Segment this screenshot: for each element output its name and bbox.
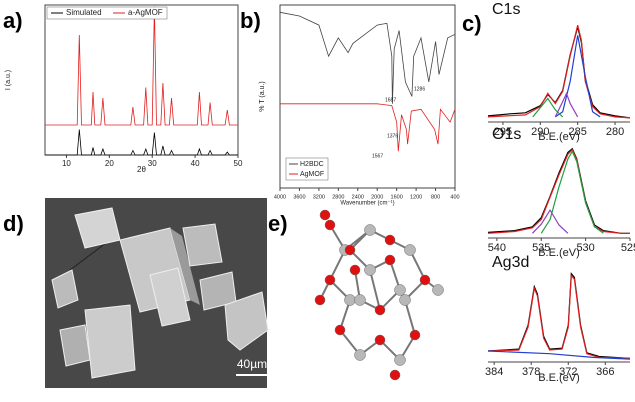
legend-label: a-AgMOF [128,8,163,17]
atom [394,284,406,296]
x-tick-label: 285 [569,126,587,138]
x-tick-label: 30 [148,159,157,168]
atom [394,354,406,366]
x-tick-label: 290 [531,126,549,138]
atom [374,304,386,316]
plot-frame [279,4,456,189]
x-tick-label: 3200 [313,194,325,200]
line-series [531,208,569,234]
atom [354,294,366,306]
atom [374,334,386,346]
panel-label: e) [268,211,288,236]
atom [344,244,356,256]
atom [384,254,396,266]
line-series [279,11,456,104]
x-tick-label: 2800 [332,194,344,200]
legend-label: Simulated [66,8,102,17]
line-series [45,129,238,156]
annotation: 1286 [414,86,425,92]
atom [314,294,326,306]
panel-title: O1s [492,126,521,143]
atom [349,264,361,276]
atoms [314,209,444,381]
sem-image [45,198,269,388]
atom [334,324,346,336]
line-series [487,24,631,119]
line-series [554,91,579,118]
x-tick-label: 366 [596,366,614,378]
x-tick-label: 10 [62,159,71,168]
x-tick-label: 535 [532,242,550,254]
legend-label: H2BDC [300,161,324,168]
x-axis-label: B.E.(eV) [538,131,580,143]
atom [384,234,396,246]
panel-label: b) [240,8,261,33]
x-tick-label: 525 [621,242,635,254]
x-tick-label: 2000 [371,194,383,200]
line-series [487,273,631,359]
atom [344,294,356,306]
plot-frame [488,20,630,122]
atom [389,369,401,381]
line-series [554,35,601,118]
panel-label: c) [462,11,482,36]
x-tick-label: 280 [606,126,624,138]
line-series [487,26,631,119]
x-tick-label: 530 [576,242,594,254]
annotation: 1687 [385,97,396,103]
x-tick-label: 40 [191,159,200,168]
panel-title: C1s [492,1,520,18]
x-tick-label: 1200 [410,194,422,200]
legend-box [46,6,168,20]
x-axis-label: B.E.(eV) [538,372,580,384]
x-tick-label: 3600 [293,194,305,200]
scale-bar-label: 40µm [237,357,267,371]
atom [399,294,411,306]
line-series [487,147,630,234]
y-axis-label: I (a.u.) [5,70,12,90]
x-tick-label: 20 [105,159,114,168]
x-tick-label: 372 [559,366,577,378]
x-tick-label: 295 [494,126,512,138]
y-axis-label: % T (a.u.) [259,81,266,111]
atom [432,284,444,296]
x-tick-label: 800 [431,194,440,200]
line-series [45,6,238,126]
annotation: 1567 [372,153,383,159]
x-axis-label: 2θ [137,165,146,174]
line-series [540,150,604,234]
line-series [487,350,631,360]
x-tick-label: 540 [488,242,506,254]
atom [324,274,336,286]
x-tick-label: 384 [485,366,503,378]
line-series [280,103,456,152]
atom [419,274,431,286]
x-axis-label: B.E.(eV) [538,247,580,259]
atom [324,219,336,231]
x-tick-label: 1600 [391,194,403,200]
panel-label: d) [3,211,24,236]
x-tick-label: 4000 [274,194,286,200]
atom [364,224,376,236]
panel-label: a) [3,8,23,33]
legend-label: AgMOF [300,171,324,178]
x-tick-label: 378 [522,366,540,378]
x-axis-label: Wavenumber (cm⁻¹) [340,201,394,207]
plot-frame [44,4,239,156]
annotation: 1376 [387,133,398,139]
line-series [487,272,631,359]
atom [409,329,421,341]
panel-title: Ag3d [492,254,529,271]
line-series [487,148,630,234]
atom [404,244,416,256]
x-tick-label: 50 [234,159,243,168]
x-tick-label: 400 [450,194,459,200]
atom [364,264,376,276]
x-tick-label: 2400 [352,194,364,200]
atom [354,349,366,361]
atom [319,209,331,221]
